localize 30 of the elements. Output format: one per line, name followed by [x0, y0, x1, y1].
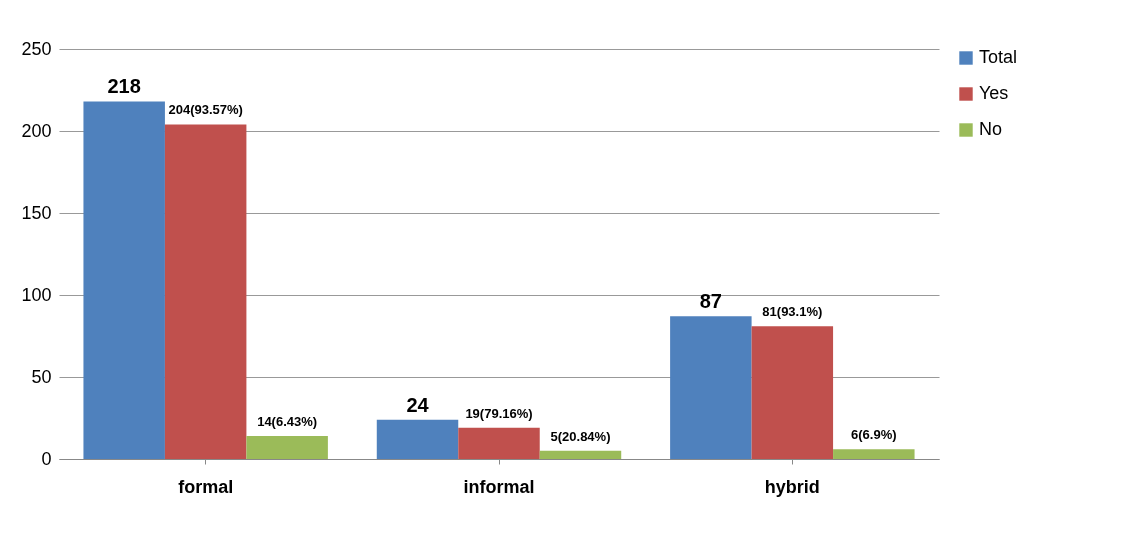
y-tick-label: 100 [21, 284, 52, 305]
x-tick-label: informal [463, 476, 535, 497]
bar [458, 427, 540, 459]
bar [83, 101, 165, 459]
data-label: 19(79.16%) [465, 405, 533, 421]
x-tick-label: formal [178, 476, 234, 497]
y-tick-label: 50 [31, 366, 52, 387]
y-tick-label: 150 [21, 202, 52, 223]
bar [751, 326, 834, 459]
data-label: 81(93.1%) [762, 304, 823, 320]
y-tick-label: 0 [41, 448, 52, 469]
bar [539, 450, 622, 459]
bar [246, 436, 328, 459]
bar [670, 316, 752, 459]
bar [833, 449, 915, 459]
legend-label: Total [979, 47, 1018, 67]
bar [164, 124, 247, 459]
data-label: 24 [406, 393, 430, 416]
legend-label: No [979, 119, 1003, 139]
legend-label: Yes [979, 83, 1009, 103]
data-label: 204(93.57%) [168, 102, 243, 118]
data-label: 6(6.9%) [851, 427, 897, 443]
y-tick-label: 250 [21, 38, 52, 59]
data-label: 5(20.84%) [550, 428, 611, 444]
y-tick-label: 200 [21, 120, 52, 141]
bar [376, 419, 459, 459]
data-label: 87 [699, 290, 722, 313]
x-tick-label: hybrid [764, 476, 820, 497]
data-label: 218 [107, 75, 141, 98]
data-label: 14(6.43%) [257, 414, 318, 430]
